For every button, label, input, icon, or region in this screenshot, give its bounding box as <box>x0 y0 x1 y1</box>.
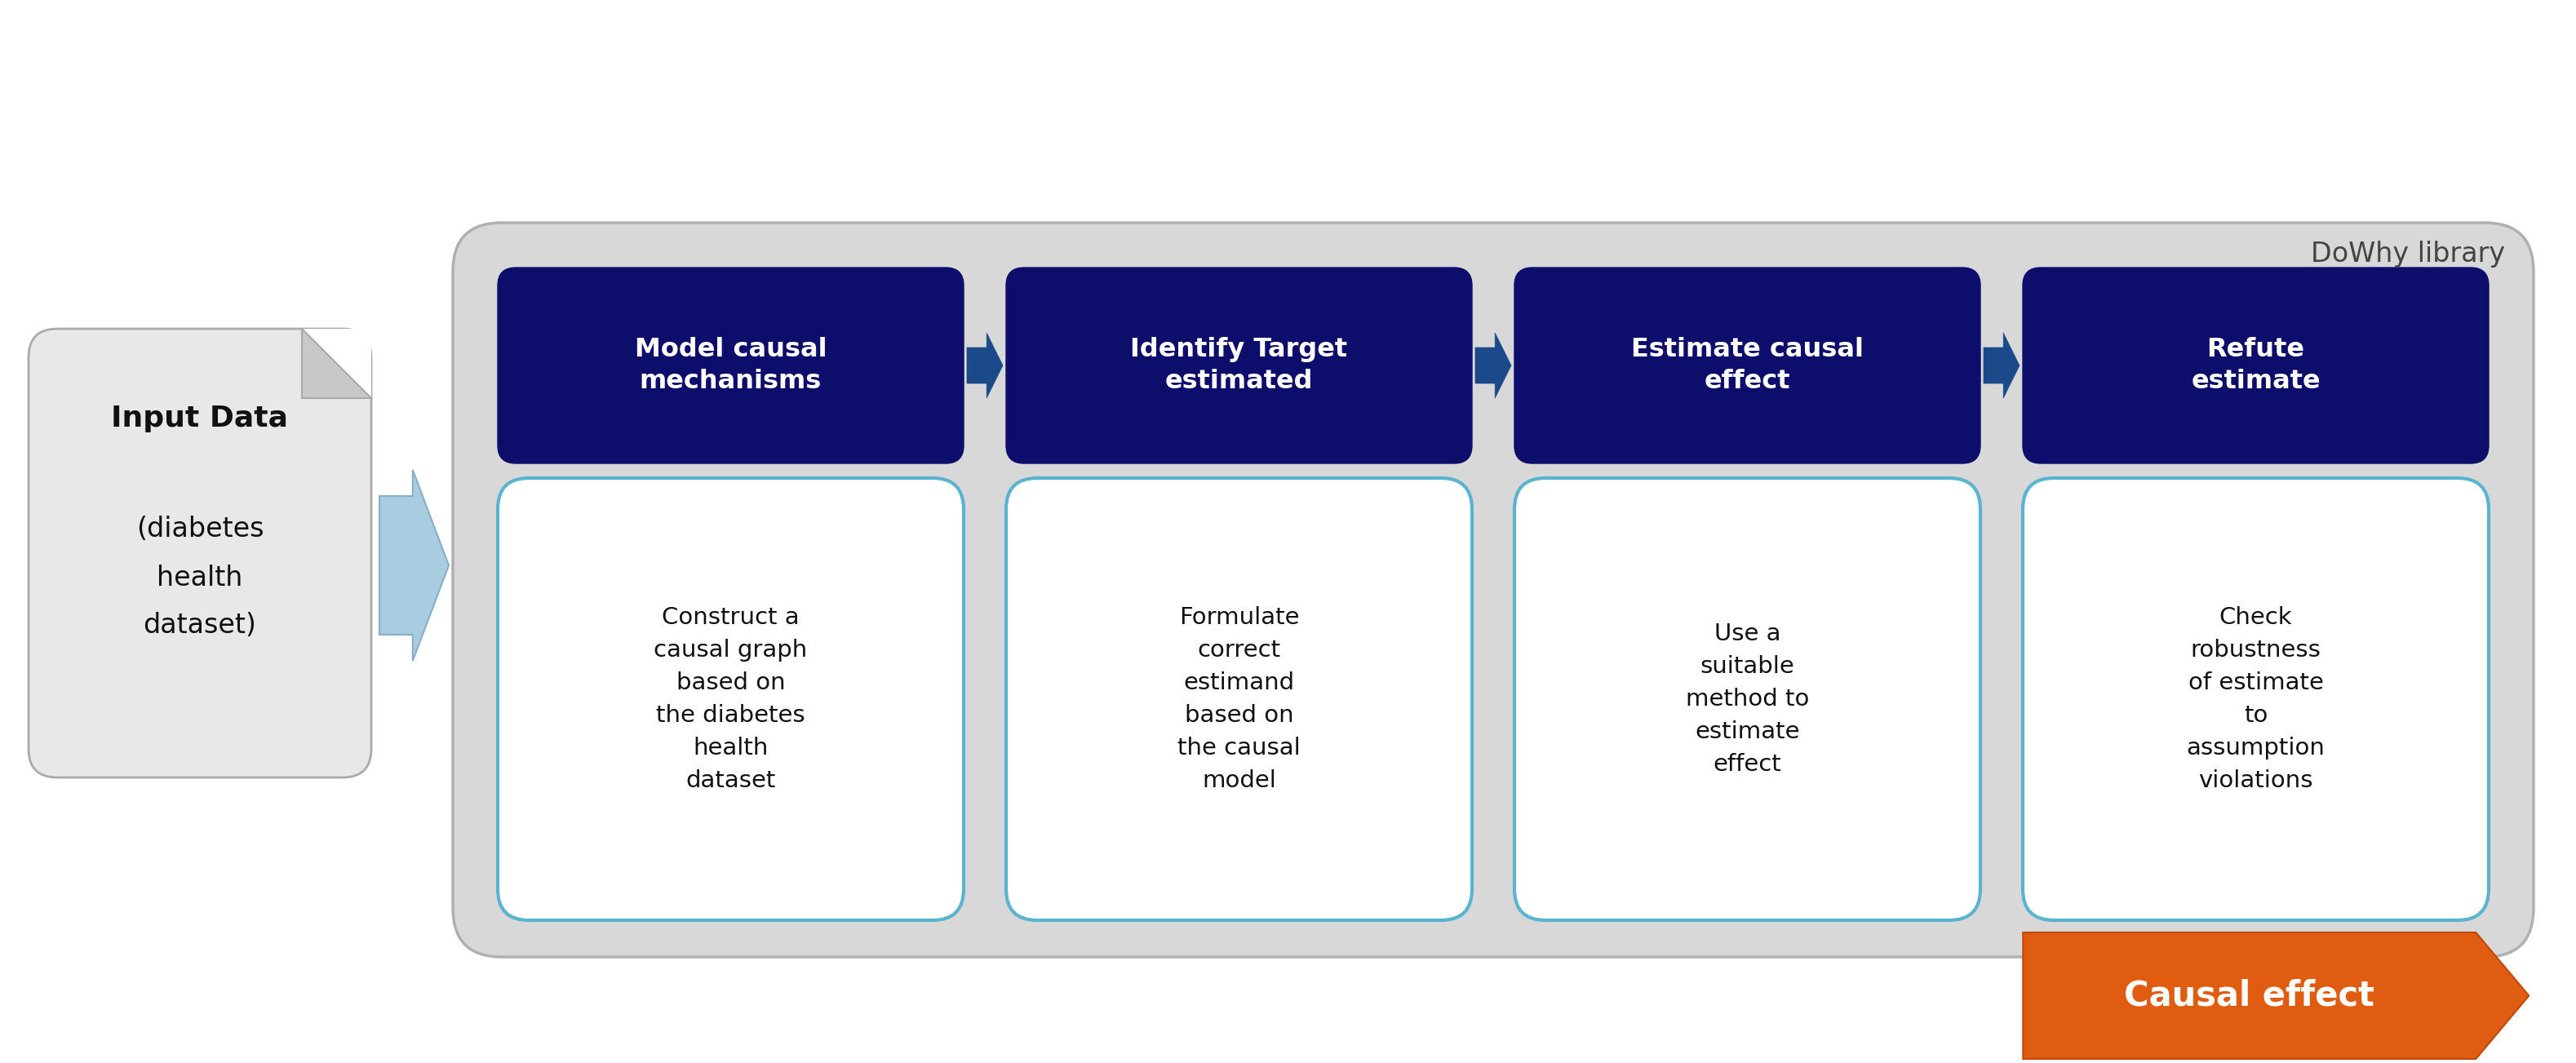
Polygon shape <box>1476 333 1512 399</box>
Text: Formulate
correct
estimand
based on
the causal
model: Formulate correct estimand based on the … <box>1177 606 1301 792</box>
FancyBboxPatch shape <box>497 268 963 463</box>
Polygon shape <box>1984 333 2020 399</box>
FancyBboxPatch shape <box>2022 268 2488 463</box>
Text: Use a
suitable
method to
estimate
effect: Use a suitable method to estimate effect <box>1685 622 1808 776</box>
Text: Refute
estimate: Refute estimate <box>2192 337 2321 394</box>
FancyBboxPatch shape <box>1007 478 1471 921</box>
FancyBboxPatch shape <box>1515 268 1981 463</box>
FancyBboxPatch shape <box>2022 478 2488 921</box>
FancyBboxPatch shape <box>28 328 371 777</box>
Text: Check
robustness
of estimate
to
assumption
violations: Check robustness of estimate to assumpti… <box>2187 606 2326 792</box>
Polygon shape <box>2184 935 2329 977</box>
FancyBboxPatch shape <box>497 478 963 921</box>
Polygon shape <box>301 328 371 399</box>
FancyBboxPatch shape <box>1007 268 1471 463</box>
FancyBboxPatch shape <box>453 223 2535 957</box>
Polygon shape <box>301 328 371 399</box>
Text: Input Data: Input Data <box>111 405 289 433</box>
Polygon shape <box>2022 932 2530 1059</box>
Text: Construct a
causal graph
based on
the diabetes
health
dataset: Construct a causal graph based on the di… <box>654 606 806 792</box>
Text: Estimate causal
effect: Estimate causal effect <box>1631 337 1862 394</box>
Text: Identify Target
estimated: Identify Target estimated <box>1131 337 1347 394</box>
Polygon shape <box>966 333 1002 399</box>
Text: DoWhy library: DoWhy library <box>2311 240 2504 268</box>
FancyBboxPatch shape <box>1515 478 1981 921</box>
Text: Model causal
mechanisms: Model causal mechanisms <box>634 337 827 394</box>
Polygon shape <box>379 470 448 661</box>
Text: Causal effect: Causal effect <box>2125 979 2375 1013</box>
Text: (diabetes
health
dataset): (diabetes health dataset) <box>137 516 263 639</box>
